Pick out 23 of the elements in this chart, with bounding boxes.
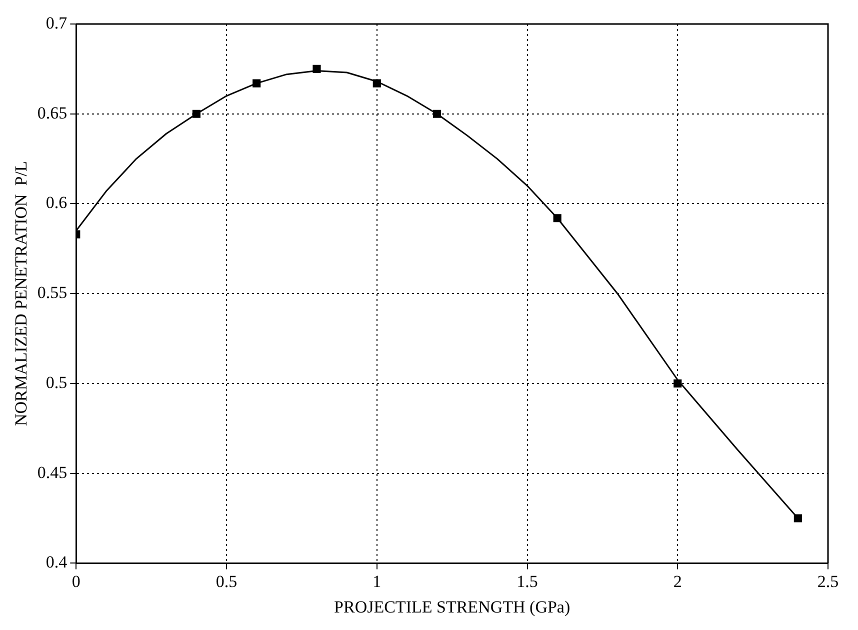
y-tick-label: 0.55 bbox=[37, 283, 68, 302]
x-tick-label: 0.5 bbox=[216, 572, 238, 591]
point bbox=[794, 514, 802, 522]
point bbox=[312, 64, 321, 73]
x-tick-label: 2 bbox=[673, 572, 682, 591]
y-tick-label: 0.7 bbox=[46, 13, 68, 32]
y-tick-label: 0.45 bbox=[37, 462, 68, 482]
y-tick-label: 0.65 bbox=[37, 103, 68, 122]
x-tick-label: 1 bbox=[372, 572, 382, 591]
point bbox=[674, 379, 682, 388]
y-tick-label: 0.6 bbox=[46, 193, 68, 212]
x-tick-label: 1.5 bbox=[516, 572, 538, 591]
x-tick-label: 0 bbox=[72, 572, 80, 591]
point bbox=[252, 79, 261, 88]
point bbox=[433, 110, 442, 118]
x-axis-title: PROJECTILE STRENGTH (GPa) bbox=[334, 597, 570, 616]
point bbox=[553, 214, 562, 222]
point bbox=[192, 110, 200, 118]
x-tick-label: 2.5 bbox=[817, 572, 839, 591]
y-tick-label: 0.5 bbox=[46, 372, 68, 392]
point bbox=[372, 79, 381, 88]
y-axis-title: NORMALIZED PENETRATION P/L bbox=[12, 161, 31, 426]
y-tick-label: 0.4 bbox=[46, 552, 68, 572]
